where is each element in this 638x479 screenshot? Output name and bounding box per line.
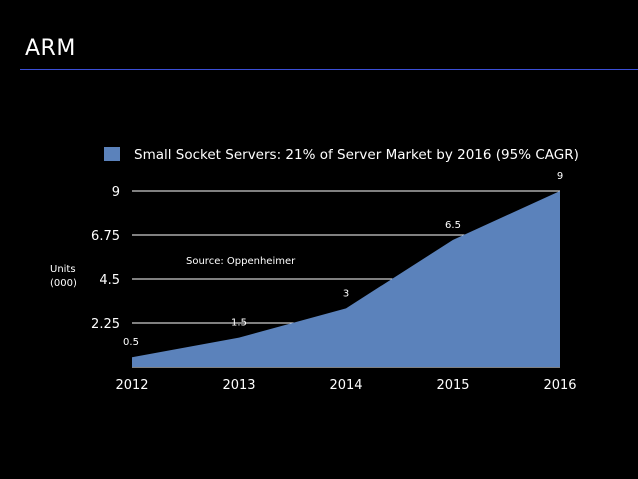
legend-label: Small Socket Servers: 21% of Server Mark… <box>134 147 579 163</box>
area-fill <box>132 191 560 367</box>
x-tick-label: 2015 <box>436 378 469 393</box>
y-axis-title-line-1: Units <box>50 264 76 275</box>
y-axis-title-line-2: (000) <box>50 278 77 289</box>
area-series <box>132 191 560 367</box>
data-label: 0.5 <box>123 337 139 348</box>
y-axis-ticks: 2.25 4.5 6.75 9 <box>91 185 120 332</box>
data-label: 1.5 <box>231 318 247 329</box>
title-divider <box>20 69 638 70</box>
data-label: 9 <box>557 171 563 182</box>
x-tick-label: 2013 <box>222 378 255 393</box>
data-label: 6.5 <box>445 220 461 231</box>
slide-title: ARM <box>25 36 76 61</box>
x-tick-label: 2016 <box>543 378 576 393</box>
y-tick-label: 9 <box>112 185 120 200</box>
data-label: 3 <box>343 288 349 299</box>
legend-swatch <box>104 147 120 161</box>
x-tick-label: 2014 <box>329 378 362 393</box>
y-tick-label: 6.75 <box>91 229 120 244</box>
y-tick-label: 2.25 <box>91 317 120 332</box>
y-tick-label: 4.5 <box>99 273 120 288</box>
x-axis-ticks: 2012 2013 2014 2015 2016 <box>115 378 576 393</box>
x-tick-label: 2012 <box>115 378 148 393</box>
source-annotation: Source: Oppenheimer <box>186 256 296 267</box>
data-labels: 0.5 1.5 3 6.5 9 <box>123 171 563 348</box>
